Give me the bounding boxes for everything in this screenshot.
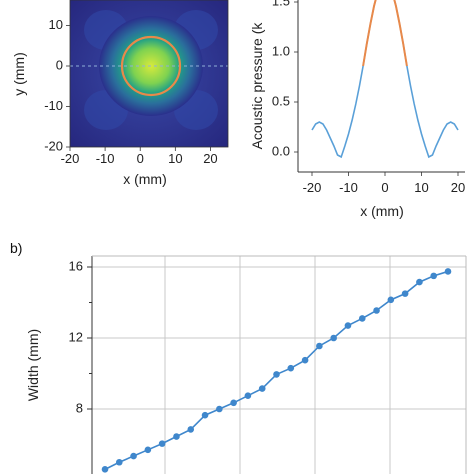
heatmap-xtick-label: 0: [137, 151, 144, 166]
width-data-point: [158, 440, 166, 447]
heatmap-xtick-label: -10: [96, 151, 115, 166]
fwhm-circle: [120, 35, 182, 97]
width-data-point: [115, 458, 123, 466]
width-grid: [92, 256, 466, 474]
width-series-line: [104, 270, 449, 471]
profile-ytick-label: 1.0: [272, 43, 290, 58]
width-data-point: [244, 392, 252, 399]
width-data-point: [444, 268, 452, 275]
width-data-point: [230, 399, 237, 407]
heatmap-ytick-label: 10: [49, 17, 63, 32]
profile-ytick-label: 1.5: [272, 0, 290, 8]
heatmap-ylabel: y (mm): [11, 52, 27, 96]
heatmap-xtick-label: 10: [168, 151, 182, 166]
profile-ytick-label: 0.0: [272, 143, 290, 158]
width-ytick-label: 12: [69, 329, 83, 344]
width-ylabel: Width (mm): [25, 329, 41, 401]
width-data-point: [144, 446, 152, 454]
width-data-point: [344, 322, 352, 329]
heatmap-ytick-label: -20: [44, 138, 63, 153]
width-points: [101, 268, 452, 473]
heatmap-image: [70, 0, 228, 147]
heatmap-xtick-label: -20: [61, 151, 80, 166]
profile-highlight-line: [362, 0, 408, 67]
width-data-point: [330, 334, 337, 342]
profile-ticks: -20 -10 0 10 20 0.0 0.5 1.0 1.5: [272, 0, 465, 195]
width-data-point: [401, 290, 409, 297]
profile-xtick-label: 0: [381, 180, 388, 195]
width-panel: b) 8 12 16 Width (mm): [10, 240, 467, 474]
heatmap-xtick-label: 20: [203, 151, 217, 166]
profile-panel: -20 -10 0 10 20 0.0 0.5 1.0 1.5 x (mm) Acoustic …: [249, 0, 465, 219]
profile-xtick-label: 10: [414, 180, 428, 195]
width-data-point: [101, 466, 109, 473]
heatmap-panel: -20 -10 0 10 20 10 0 -10 -20 x (mm) y (mm): [11, 0, 229, 187]
profile-series-line: [311, 0, 459, 159]
width-ticks: 8 12 16: [69, 258, 92, 415]
width-data-point: [187, 426, 195, 433]
heatmap-ticks: -20 -10 0 10 20 10 0 -10 -20: [44, 17, 217, 166]
width-data-point: [258, 385, 266, 392]
profile-ytick-label: 0.5: [272, 93, 290, 108]
width-ytick-label: 8: [76, 400, 83, 415]
width-data-point: [301, 356, 309, 364]
panel-label-b: b): [10, 240, 22, 256]
heatmap-xlabel: x (mm): [123, 171, 167, 187]
profile-ylabel: Acoustic pressure (k: [249, 22, 265, 150]
width-ytick-label: 16: [69, 258, 83, 273]
heatmap-ytick-label: 0: [56, 57, 63, 72]
width-data-point: [373, 307, 380, 314]
profile-xtick-label: -10: [339, 180, 358, 195]
profile-xlabel: x (mm): [360, 203, 404, 219]
width-data-point: [416, 278, 423, 286]
profile-xtick-label: 20: [451, 180, 465, 195]
heatmap-ytick-label: -10: [44, 98, 63, 113]
width-data-point: [130, 452, 137, 460]
width-data-point: [201, 411, 209, 419]
width-data-point: [173, 433, 180, 440]
width-data-point: [316, 342, 323, 350]
width-data-point: [216, 405, 223, 413]
width-data-point: [387, 296, 395, 304]
width-data-point: [287, 364, 295, 372]
profile-xtick-label: -20: [303, 180, 322, 195]
width-data-point: [358, 315, 366, 322]
width-data-point: [430, 272, 438, 280]
width-data-point: [273, 371, 280, 378]
